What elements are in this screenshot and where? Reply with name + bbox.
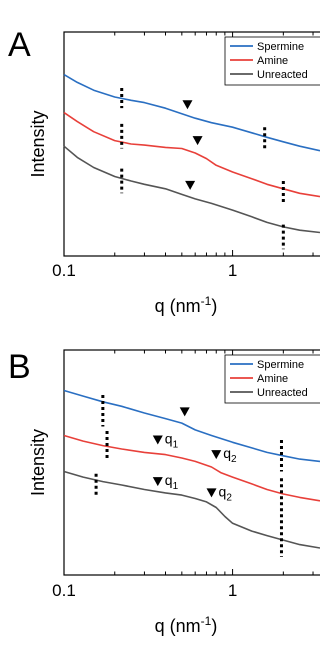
markers [182,100,203,190]
triangle-marker [182,100,193,110]
series-group [63,389,320,549]
legend-label: Amine [257,373,288,385]
x-tick-label: 1 [228,581,237,600]
triangle-marker [185,180,196,190]
series-line-spermine [63,389,320,463]
dotted-guides [120,88,285,250]
triangle-marker [179,407,190,417]
plot-frame [63,349,320,576]
x-ticks [63,32,314,256]
x-ticks [63,350,314,575]
triangle-marker [152,435,163,445]
legend-label: Spermine [257,41,304,53]
legend: Spermine Amine Unreacted [224,354,320,404]
series-line-amine [63,111,320,198]
triangle-marker [152,477,163,487]
panel-label: B [8,348,31,386]
legend-label: Unreacted [257,387,308,399]
series-line-unreacted [63,470,320,549]
y-axis-label: Intensity [28,429,48,496]
panel-label: A [8,26,31,64]
annotation: q1 [165,472,179,492]
plot-frame [63,31,320,257]
triangle-marker [192,136,203,146]
series-group [63,73,320,234]
legend-label: Spermine [257,359,304,371]
x-tick-label: 0.1 [52,581,76,600]
legend-box [224,36,320,86]
x-tick-label: 0.1 [52,261,76,280]
series-line-amine [63,434,320,502]
x-axis-label: q (nm-1) [155,294,218,316]
series-line-unreacted [63,145,320,234]
annotation: q2 [219,483,233,503]
panel-a: A 0.1 1 q (nm-1) Intensity Spermine Amine Unrea… [8,26,320,316]
annotation: q2 [223,445,237,465]
series-line-spermine [63,73,320,152]
panel-b: B 0.1 1 q (nm-1) Intensity q1 q2 q1 q2 Spermine Am… [8,348,320,636]
x-axis-label: q (nm-1) [155,614,218,636]
y-axis-label: Intensity [28,110,48,177]
annotation: q1 [165,431,179,451]
triangle-marker [211,450,222,460]
dotted-guides [94,395,283,557]
legend-label: Unreacted [257,69,308,81]
legend-box [224,354,320,404]
legend-label: Amine [257,55,288,67]
triangle-marker [206,488,217,498]
legend: Spermine Amine Unreacted [224,36,320,86]
x-tick-label: 1 [228,261,237,280]
markers [152,407,222,498]
